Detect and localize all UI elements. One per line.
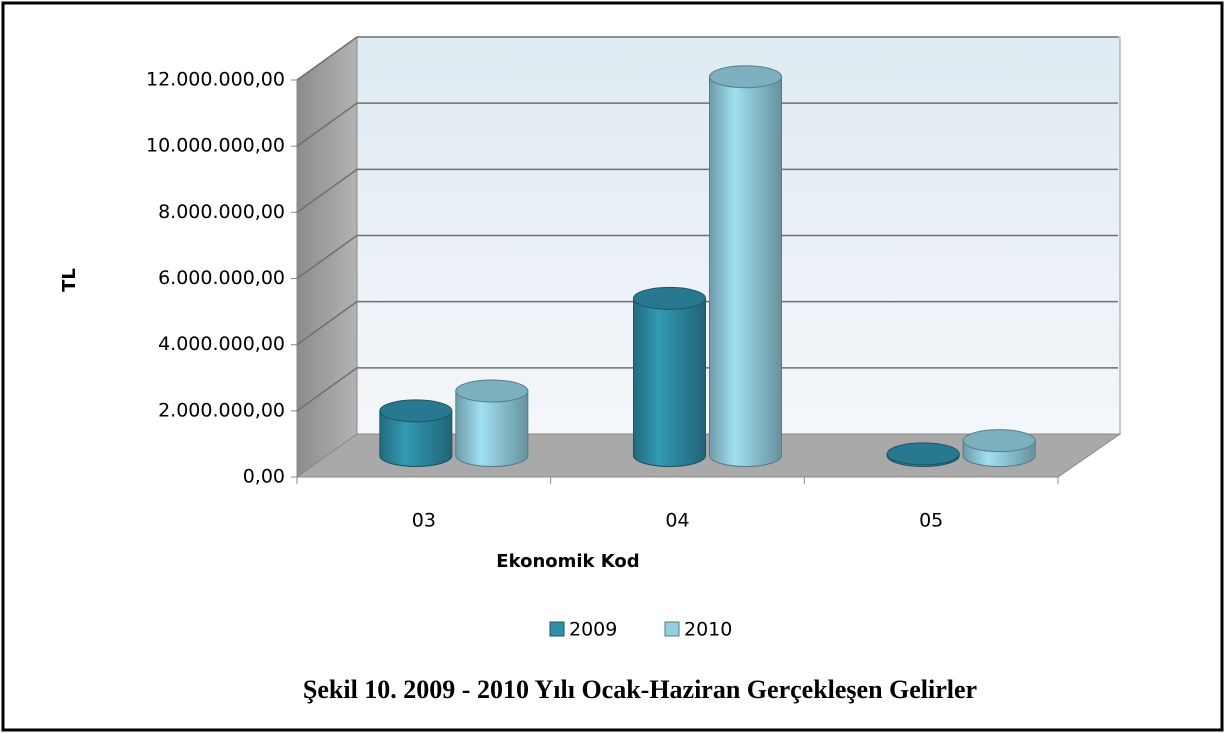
legend-label: 2010 <box>684 619 732 641</box>
x-tick-label: 04 <box>665 510 689 532</box>
grid-line <box>296 234 1118 280</box>
bar <box>709 76 782 467</box>
y-tick-label: 8.000.000,00 <box>158 201 285 223</box>
y-tick-label: 10.000.000,00 <box>146 135 285 157</box>
grid-line <box>296 367 1118 412</box>
bar <box>379 410 453 467</box>
legend-swatch <box>549 621 565 637</box>
legend-label: 2009 <box>569 619 617 641</box>
y-tick-label: 6.000.000,00 <box>158 267 285 289</box>
x-axis-title: Ekonomik Kod <box>496 551 639 572</box>
y-tick-label: 2.000.000,00 <box>158 399 285 421</box>
bar-top <box>455 379 529 403</box>
legend-swatch <box>664 621 680 637</box>
x-tick-label: 03 <box>412 510 436 532</box>
bar-top <box>886 442 960 466</box>
bar-top <box>379 399 453 423</box>
bar-top <box>709 65 782 89</box>
bar <box>633 297 706 467</box>
caption: Şekil 10. 2009 - 2010 Yılı Ocak-Haziran … <box>303 675 977 704</box>
bar <box>455 390 529 467</box>
y-tick-label: 4.000.000,00 <box>158 333 285 355</box>
y-tick-label: 0,00 <box>243 466 285 488</box>
grid-line <box>296 102 1118 147</box>
grid-line <box>296 36 1118 81</box>
grid-line <box>296 168 1118 213</box>
y-tick-label: 12.000.000,00 <box>146 69 285 91</box>
grid-line <box>296 300 1118 346</box>
x-tick-label: 05 <box>919 510 943 532</box>
y-axis-title: TL <box>59 268 80 292</box>
bar-top <box>633 286 706 310</box>
bar-top <box>962 429 1036 453</box>
